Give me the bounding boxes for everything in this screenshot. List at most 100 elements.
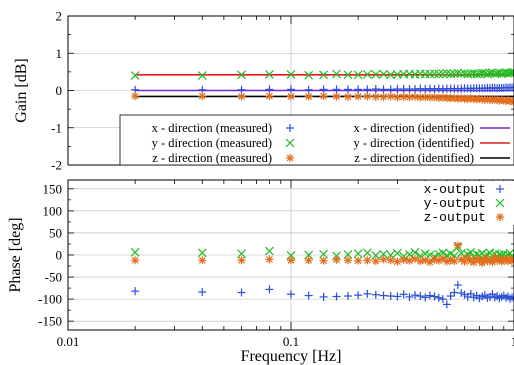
data-point — [405, 256, 414, 265]
data-point — [197, 71, 207, 81]
data-point — [264, 70, 274, 79]
y-tick-label: -100 — [38, 292, 62, 307]
y-axis-label: Gain [dB] — [13, 58, 30, 122]
data-point — [354, 291, 363, 300]
data-point — [237, 288, 246, 297]
data-point — [506, 294, 514, 303]
data-point — [509, 67, 514, 77]
data-point — [343, 256, 352, 265]
data-point — [237, 249, 246, 259]
data-point — [319, 292, 328, 301]
data-point — [510, 255, 514, 264]
data-point — [354, 85, 363, 94]
data-point — [363, 289, 372, 298]
y-tick-label: 0 — [56, 83, 63, 98]
data-point — [446, 69, 456, 79]
y-tick-label: -1 — [51, 120, 62, 135]
data-point — [286, 70, 296, 79]
legend-marker — [286, 124, 294, 132]
data-point — [362, 248, 372, 258]
data-point — [371, 92, 380, 101]
data-point — [353, 249, 363, 259]
data-point — [265, 285, 274, 294]
data-point — [319, 85, 328, 94]
y-tick-label: -50 — [45, 270, 62, 285]
gain-legend — [119, 114, 514, 166]
data-point — [379, 291, 388, 300]
data-point — [411, 291, 420, 300]
data-point — [237, 85, 246, 94]
data-point — [237, 92, 246, 101]
data-point — [399, 255, 408, 264]
data-point — [405, 93, 414, 102]
phase-frame — [67, 179, 514, 331]
data-point — [438, 254, 447, 263]
y-tick-label: 100 — [43, 203, 63, 218]
legend-label: z - direction (identified) — [354, 151, 474, 165]
data-point — [363, 92, 372, 101]
data-point — [510, 292, 514, 301]
data-point — [446, 292, 455, 301]
legend-label: x - direction (identified) — [354, 121, 474, 135]
data-point — [430, 255, 439, 264]
data-point — [379, 92, 388, 101]
data-point — [131, 92, 140, 101]
data-point — [354, 256, 363, 265]
y-tick-label: -150 — [38, 314, 62, 329]
data-point — [332, 85, 341, 94]
data-point — [425, 291, 434, 300]
data-point — [353, 70, 363, 80]
data-point — [457, 288, 466, 297]
data-point — [264, 246, 274, 256]
data-point — [393, 292, 402, 301]
x-axis-label: Frequency [Hz] — [241, 348, 342, 365]
data-point — [362, 70, 372, 79]
data-point — [319, 92, 328, 101]
data-point — [265, 85, 274, 94]
data-point — [304, 92, 313, 101]
data-point — [319, 256, 328, 265]
data-point — [450, 257, 459, 266]
phase-legend — [400, 181, 514, 225]
data-point — [198, 288, 207, 297]
legend-label: x-output — [424, 182, 486, 197]
x-tick-label: 0.1 — [283, 334, 299, 349]
legend-label: x - direction (measured) — [152, 121, 272, 135]
data-point — [265, 255, 274, 264]
data-point — [472, 69, 482, 79]
data-point — [343, 92, 352, 101]
legend-label: z - direction (measured) — [152, 151, 272, 165]
y-tick-label: 2 — [56, 9, 63, 24]
data-point — [386, 292, 395, 301]
data-point — [332, 255, 341, 264]
data-point — [363, 256, 372, 265]
data-point — [287, 256, 295, 265]
data-point — [393, 257, 402, 266]
data-point — [438, 69, 448, 79]
data-point — [319, 70, 329, 80]
series-star — [131, 241, 514, 267]
data-point — [130, 71, 140, 81]
data-point — [510, 97, 514, 106]
data-point — [371, 70, 381, 79]
data-point — [430, 292, 439, 301]
data-point — [343, 292, 352, 301]
data-point — [265, 92, 274, 101]
data-point — [386, 85, 395, 94]
x-tick-label: 1 — [511, 334, 514, 349]
data-point — [477, 68, 487, 78]
data-point — [371, 85, 380, 94]
legend-marker — [496, 213, 504, 221]
phase-panel: 150 100 50 0 -50 -100 -150 Phase [deg] 0.01 0.1 1 F… — [7, 179, 514, 365]
data-point — [332, 69, 341, 79]
data-point — [237, 256, 246, 265]
data-point — [131, 256, 140, 265]
data-point — [507, 68, 514, 78]
data-point — [410, 247, 420, 257]
data-point — [453, 281, 462, 289]
data-point — [287, 290, 295, 299]
data-point — [304, 85, 313, 94]
data-point — [332, 92, 341, 101]
data-point — [319, 249, 329, 259]
data-point — [304, 256, 313, 265]
